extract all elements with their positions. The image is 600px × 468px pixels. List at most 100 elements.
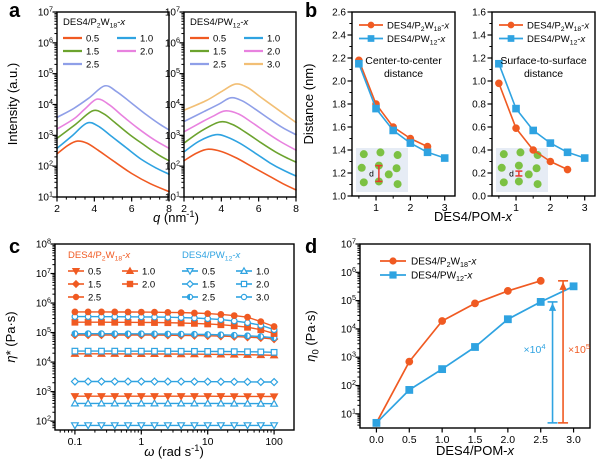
svg-text:101: 101	[165, 190, 180, 204]
svg-text:η* (Pa·s): η* (Pa·s)	[3, 311, 18, 362]
inset-schematic: d	[496, 148, 548, 192]
svg-text:2: 2	[181, 203, 187, 215]
range-arrows: ×104 ×105	[524, 280, 590, 424]
svg-text:2.0: 2.0	[501, 434, 516, 446]
viscosity-series	[70, 308, 279, 430]
svg-text:104: 104	[341, 321, 356, 335]
svg-text:distance: distance	[524, 68, 563, 80]
panel-d: d 101 102 103 104 105 106 107 0.0 0.5 1.0 1.5 2.0 2.…	[300, 234, 600, 468]
panel-a-label: a	[9, 0, 21, 22]
svg-text:3: 3	[582, 202, 588, 214]
svg-text:103: 103	[36, 384, 51, 398]
svg-text:2.5: 2.5	[86, 60, 99, 71]
panel-b: b 1.0 1.2 1.4 1.6 1.8 2.0 2.2 2.4 2.6 1 2 3 d DES4/P2…	[300, 0, 600, 234]
svg-text:1.5: 1.5	[88, 280, 101, 291]
svg-text:2.5: 2.5	[202, 293, 215, 304]
svg-text:DES4/PW12-x: DES4/PW12-x	[387, 34, 447, 47]
panel-c-chart: 102 103 104 105 106 107 108 0.1 1 10 100 DES4/P2W18…	[3, 237, 295, 459]
svg-text:q (nm-1): q (nm-1)	[153, 209, 199, 225]
svg-text:DES4/P2W18-x: DES4/P2W18-x	[63, 17, 126, 30]
panel-d-plot: 101 102 103 104 105 106 107 0.0 0.5 1.0 1.5 2.0 2.5 3…	[341, 237, 591, 446]
svg-text:3: 3	[442, 202, 448, 214]
svg-text:1.0: 1.0	[435, 434, 450, 446]
panel-a-chart: 101 102 103 104 105 106 107 2 4 6 8 DES4/P2W18-x 0.5…	[5, 5, 299, 226]
svg-text:2: 2	[54, 203, 60, 215]
svg-text:1.2: 1.2	[332, 169, 346, 180]
svg-text:d: d	[369, 169, 374, 179]
zero-shear-series	[372, 276, 578, 427]
svg-text:0.0: 0.0	[472, 192, 486, 203]
panel-a-plot-0: 101 102 103 104 105 106 107 2 4 6 8 DES4/P2W18-x 0.5…	[38, 5, 172, 216]
saxs-curves	[56, 84, 170, 193]
svg-text:4: 4	[218, 203, 224, 215]
svg-text:1.6: 1.6	[472, 8, 486, 19]
svg-text:2.0: 2.0	[142, 280, 155, 291]
svg-text:106: 106	[38, 35, 53, 49]
svg-text:102: 102	[341, 378, 356, 392]
svg-text:×104: ×104	[524, 342, 546, 356]
saxs-curves	[183, 83, 297, 191]
svg-text:2: 2	[407, 202, 413, 214]
svg-text:6: 6	[129, 203, 135, 215]
svg-text:DES4/P2W18-x: DES4/P2W18-x	[411, 257, 477, 270]
panel-a-plot-1: 101 102 103 104 105 106 107 2 4 6 8 DES4/PW12-x 0.5 1…	[165, 5, 299, 216]
svg-text:2.0: 2.0	[140, 47, 153, 58]
svg-text:1.5: 1.5	[468, 434, 483, 446]
svg-text:106: 106	[36, 296, 51, 310]
svg-text:2.0: 2.0	[332, 77, 346, 88]
svg-text:8: 8	[166, 203, 172, 215]
svg-text:2.6: 2.6	[332, 8, 346, 19]
svg-text:106: 106	[341, 265, 356, 279]
svg-text:3.0: 3.0	[256, 293, 269, 304]
svg-text:103: 103	[165, 128, 180, 142]
distance-series	[355, 56, 449, 162]
svg-text:2.5: 2.5	[533, 434, 548, 446]
svg-text:107: 107	[38, 5, 53, 19]
svg-text:0.5: 0.5	[88, 267, 101, 278]
svg-text:d: d	[509, 169, 514, 179]
svg-text:DES4/P2W18-x: DES4/P2W18-x	[68, 250, 131, 263]
svg-text:1.0: 1.0	[332, 192, 346, 203]
panel-b-plot-1: 0.0 0.2 0.4 0.6 0.8 1.0 1.2 1.4 1.6 1 2 3 d DES4/P2W1…	[472, 8, 596, 214]
panel-b-plot-0: 1.0 1.2 1.4 1.6 1.8 2.0 2.2 2.4 2.6 1 2 3 d DES4/P2W1…	[332, 8, 456, 214]
panel-c-plot: 102 103 104 105 106 107 108 0.1 1 10 100 DES4/P2W18…	[36, 237, 295, 448]
svg-text:1.0: 1.0	[256, 267, 269, 278]
svg-text:0.5: 0.5	[402, 434, 417, 446]
svg-text:DES4/P2W18-x: DES4/P2W18-x	[387, 21, 450, 34]
svg-text:10: 10	[202, 436, 214, 448]
legend: DES4/P2W18-x 0.5 1.0 1.5 2.0 2.5	[63, 17, 153, 71]
svg-text:0.4: 0.4	[472, 146, 486, 157]
panel-b-chart: 1.0 1.2 1.4 1.6 1.8 2.0 2.2 2.4 2.6 1 2 3 d DES4/P2W1…	[301, 8, 596, 224]
panel-d-chart: 101 102 103 104 105 106 107 0.0 0.5 1.0 1.5 2.0 2.5 3…	[303, 237, 591, 458]
svg-text:6: 6	[256, 203, 262, 215]
svg-text:2.0: 2.0	[256, 280, 269, 291]
svg-text:1.0: 1.0	[140, 34, 153, 45]
svg-text:105: 105	[341, 293, 356, 307]
svg-text:105: 105	[38, 66, 53, 80]
svg-text:107: 107	[165, 5, 180, 19]
svg-text:0.8: 0.8	[472, 100, 486, 111]
svg-text:3.0: 3.0	[566, 434, 581, 446]
svg-text:1.4: 1.4	[332, 146, 346, 157]
svg-text:1: 1	[138, 436, 144, 448]
svg-text:1: 1	[373, 202, 379, 214]
svg-text:1.5: 1.5	[86, 47, 99, 58]
svg-text:1.5: 1.5	[213, 47, 226, 58]
svg-text:2.4: 2.4	[332, 31, 346, 42]
svg-text:103: 103	[341, 350, 356, 364]
svg-text:1: 1	[513, 202, 519, 214]
svg-text:DES4/PW12-x: DES4/PW12-x	[527, 34, 587, 47]
svg-text:DES4/PW12-x: DES4/PW12-x	[411, 271, 473, 284]
svg-text:0.5: 0.5	[86, 34, 99, 45]
svg-text:0.2: 0.2	[472, 169, 486, 180]
svg-text:105: 105	[165, 66, 180, 80]
svg-text:DES4/PW12-x: DES4/PW12-x	[190, 17, 250, 30]
panel-c: c 102 103 104 105 106 107 108 0.1 1 10 100 DES4/P2W…	[0, 234, 300, 468]
svg-text:DES4/P2W18-x: DES4/P2W18-x	[527, 21, 590, 34]
svg-text:Distance (nm): Distance (nm)	[301, 64, 316, 145]
svg-text:1.6: 1.6	[332, 123, 346, 134]
svg-text:0.5: 0.5	[213, 34, 226, 45]
svg-text:102: 102	[36, 414, 51, 428]
